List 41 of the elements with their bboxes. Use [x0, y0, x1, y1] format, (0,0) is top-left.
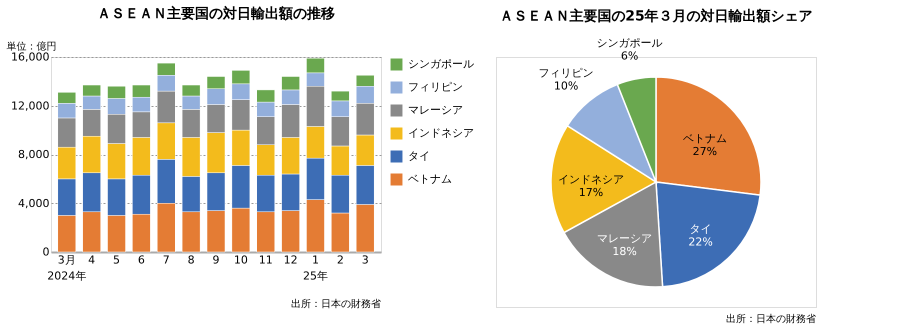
- y-tick-label: 0: [42, 246, 50, 258]
- x-tick-label: 8: [188, 254, 195, 266]
- x-tick-label: 12: [284, 254, 298, 266]
- legend-label: タイ: [408, 150, 430, 162]
- slice-label: シンガポール: [596, 36, 663, 50]
- x-tick-label: 1 25年: [302, 254, 328, 282]
- slice-label: ベトナム: [682, 132, 727, 145]
- legend-label: マレーシア: [408, 104, 463, 116]
- data-label: 10%: [554, 79, 578, 92]
- legend-label: フィリピン: [408, 80, 463, 94]
- slice-label: タイ: [690, 222, 712, 236]
- y-tick-label: 4,000: [18, 196, 50, 210]
- data-label: 22%: [688, 235, 713, 248]
- x-tick-label: 6: [138, 254, 145, 266]
- x-tick-label: 3: [362, 254, 369, 266]
- y-axis-title: 単位：億円: [6, 40, 56, 52]
- x-tick-label: 10: [234, 254, 248, 266]
- chart-title: ＡＳＥＡＮ主要国の対日輸出額の推移: [97, 5, 335, 22]
- data-label: 18%: [612, 245, 637, 258]
- text: 出所：日本の財務省: [291, 298, 381, 310]
- data-label: 27%: [692, 144, 718, 158]
- x-tick-label: 4: [88, 254, 96, 266]
- x-tick-label: 5: [113, 254, 120, 266]
- x-tick-label: 3月 2024年: [47, 254, 86, 282]
- x-tick-label: 2: [336, 254, 344, 266]
- y-tick-label: 8,000: [18, 148, 50, 161]
- legend-label: インドネシア: [408, 126, 474, 140]
- chart-title: ＡＳＥＡＮ主要国の25年３月の対日輸出額シェア: [499, 7, 813, 24]
- slice-label: マレーシア: [597, 232, 652, 246]
- text: 出所：日本の財務省: [726, 313, 816, 325]
- y-tick-label: 12,000: [11, 99, 50, 112]
- legend-label: シンガポール: [408, 58, 474, 70]
- slice-label: フィリピン: [538, 66, 594, 80]
- y-tick-label: 16,000: [11, 50, 50, 64]
- data-label: 6%: [620, 49, 638, 62]
- data-label: 17%: [578, 186, 604, 199]
- slice-label: インドネシア: [558, 172, 624, 186]
- x-tick-label: 9: [212, 254, 220, 266]
- x-tick-label: 7: [162, 254, 170, 266]
- legend-label: ベトナム: [408, 172, 452, 186]
- x-tick-label: 11: [258, 254, 273, 266]
